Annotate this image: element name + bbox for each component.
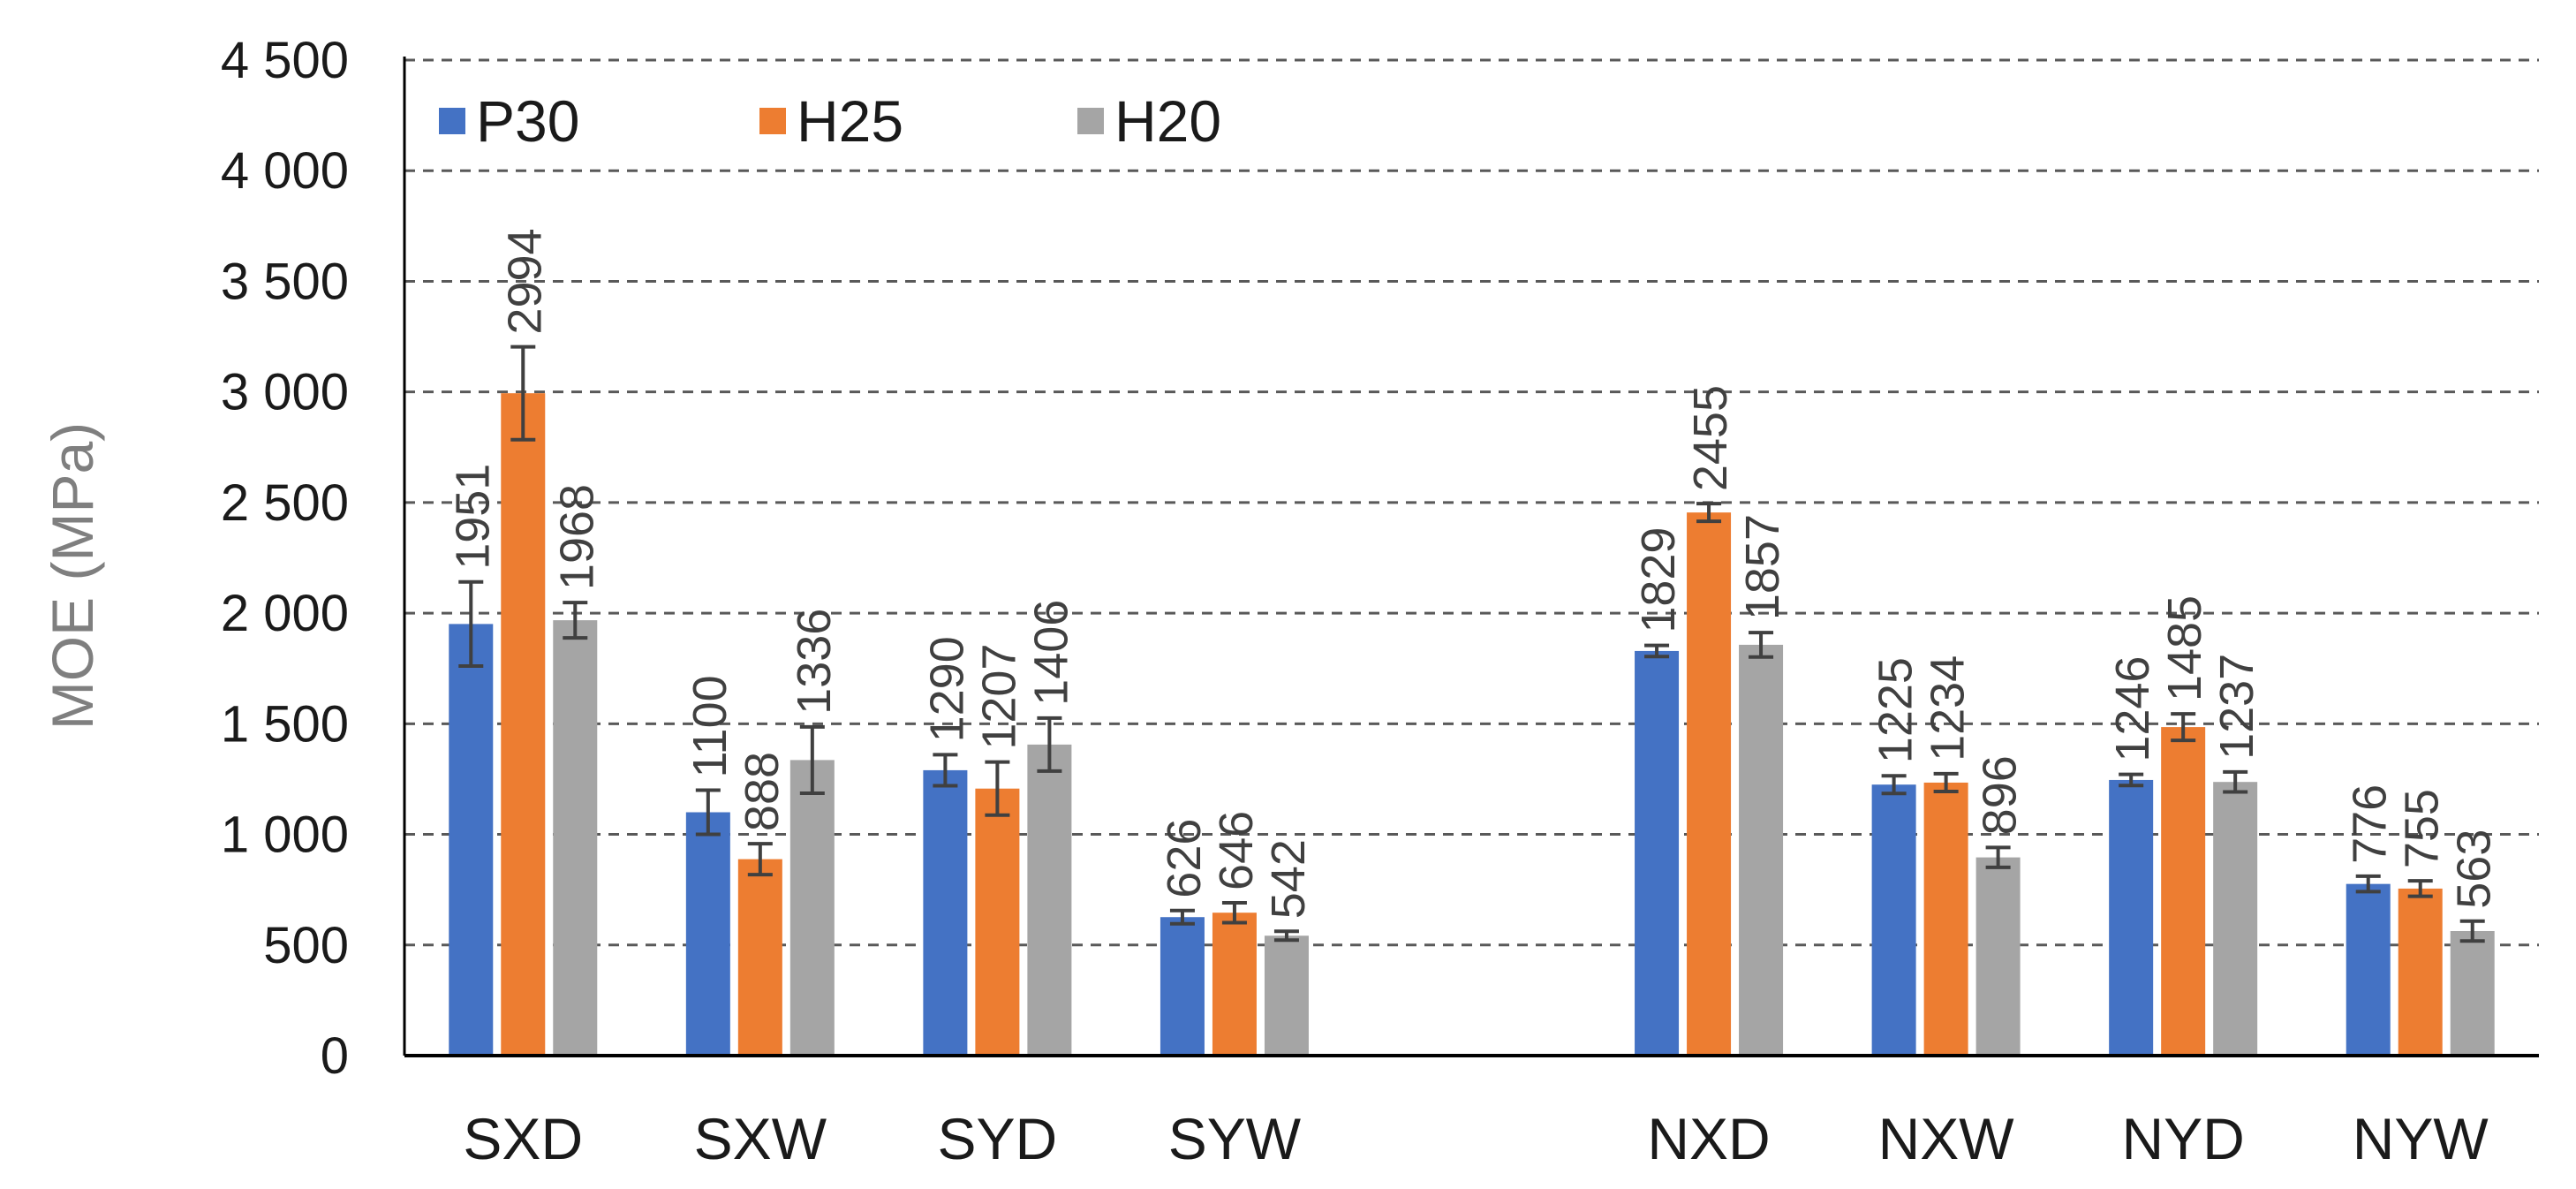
bar-h25 — [1212, 913, 1257, 1056]
data-label-p30: 1100 — [684, 675, 737, 777]
y-tick-label: 1 000 — [221, 807, 349, 864]
bar-h20 — [1027, 744, 1072, 1056]
y-tick-label: 2 500 — [221, 474, 349, 532]
data-label-p30: 1829 — [1632, 527, 1685, 633]
x-category-label: NXW — [1878, 1106, 2015, 1171]
data-label-h25: 1207 — [972, 644, 1025, 750]
bars — [449, 393, 2495, 1056]
bar-p30 — [1871, 784, 1916, 1056]
y-tick-label: 2 000 — [221, 585, 349, 642]
bar-h25 — [975, 788, 1020, 1056]
legend-label-h20: H20 — [1114, 88, 1221, 154]
data-label-h25: 1485 — [2158, 595, 2211, 701]
x-category-label: NXD — [1647, 1106, 1770, 1171]
y-tick-label: 0 — [321, 1027, 349, 1085]
bar-h20 — [2450, 930, 2495, 1056]
bar-h25 — [2398, 888, 2443, 1056]
bar-h20 — [789, 760, 835, 1056]
x-category-label: NYW — [2353, 1106, 2489, 1171]
x-category-label: NYD — [2121, 1106, 2244, 1171]
y-tick-label: 1 500 — [221, 695, 349, 753]
data-label-h20: 896 — [1974, 755, 2027, 835]
bar-h25 — [1923, 782, 1968, 1056]
data-label-p30: 1246 — [2106, 656, 2159, 762]
data-label-h25: 888 — [736, 752, 789, 831]
data-label-h20: 1336 — [788, 609, 841, 715]
bar-h25 — [2161, 727, 2206, 1056]
bar-h25 — [737, 859, 782, 1056]
bar-h20 — [1975, 857, 2021, 1056]
data-label-h20: 1968 — [550, 484, 603, 590]
data-label-h20: 1237 — [2210, 654, 2263, 760]
bar-h25 — [1687, 512, 1732, 1056]
y-tick-label: 3 500 — [221, 253, 349, 310]
gridlines — [404, 58, 2539, 947]
data-label-h25: 2455 — [1684, 385, 1737, 491]
x-category-label: SXW — [694, 1106, 827, 1171]
y-tick-label: 4 500 — [221, 32, 349, 89]
data-label-h20: 542 — [1262, 839, 1315, 919]
y-tick-label: 3 000 — [221, 364, 349, 421]
bar-p30 — [2346, 883, 2391, 1056]
bar-p30 — [1635, 650, 1680, 1056]
data-label-h25: 755 — [2396, 789, 2449, 868]
data-label-p30: 1290 — [920, 636, 973, 742]
bar-h20 — [553, 620, 598, 1056]
bar-h20 — [2213, 782, 2258, 1056]
bar-p30 — [2109, 779, 2154, 1056]
data-label-h25: 2994 — [498, 228, 551, 334]
y-tick-label: 500 — [263, 917, 349, 974]
legend: P30 H25 H20 — [439, 88, 1221, 154]
bar-h20 — [1264, 935, 1309, 1056]
axes: 0 500 1 000 1 500 2 000 2 500 3 000 3 500 4 000 4… — [221, 32, 2539, 1171]
x-category-label: SYD — [938, 1106, 1058, 1171]
legend-label-p30: P30 — [476, 88, 579, 154]
legend-label-h25: H25 — [797, 88, 903, 154]
bar-h25 — [501, 393, 546, 1056]
data-label-h25: 646 — [1210, 811, 1263, 890]
bar-p30 — [449, 624, 494, 1056]
data-label-p30: 1951 — [446, 464, 499, 570]
data-label-h20: 1406 — [1024, 600, 1077, 706]
data-label-p30: 626 — [1158, 819, 1211, 898]
legend-swatch-p30 — [439, 108, 465, 134]
data-label-p30: 776 — [2344, 784, 2397, 864]
legend-swatch-h25 — [759, 108, 786, 134]
data-label-p30: 1225 — [1870, 657, 1923, 763]
error-bars — [458, 345, 2485, 943]
x-category-label: SYW — [1168, 1106, 1302, 1171]
bar-h20 — [1739, 644, 1784, 1056]
y-axis-title: MOE (MPa) — [40, 422, 105, 730]
data-label-h20: 563 — [2448, 829, 2501, 909]
y-tick-label: 4 000 — [221, 142, 349, 200]
bar-p30 — [685, 812, 730, 1056]
bar-p30 — [1160, 917, 1205, 1056]
data-label-h25: 1234 — [1922, 655, 1975, 761]
bar-p30 — [923, 769, 968, 1056]
data-label-h20: 1857 — [1736, 514, 1789, 620]
x-category-label: SXD — [463, 1106, 583, 1171]
legend-swatch-h20 — [1077, 108, 1104, 134]
